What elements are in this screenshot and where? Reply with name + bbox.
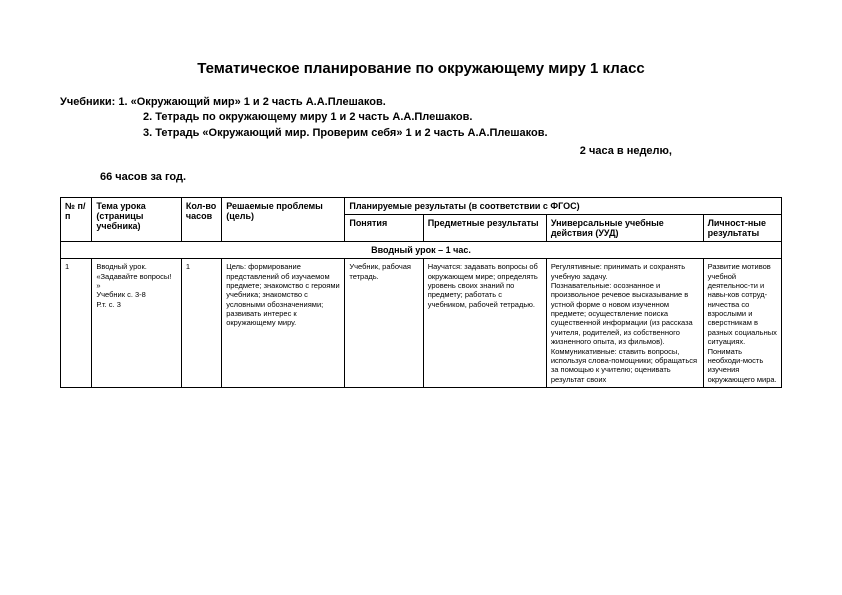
- cell-subject: Научатся: задавать вопросы об окружающем…: [423, 259, 546, 388]
- header-num: № п/п: [61, 198, 92, 242]
- textbooks-label: Учебники:: [60, 95, 115, 110]
- header-topic: Тема урока (страницы учебника): [92, 198, 182, 242]
- cell-topic: Вводный урок. «Задавайте вопросы! » Учеб…: [92, 259, 182, 388]
- textbook-3: 3. Тетрадь «Окружающий мир. Проверим себ…: [60, 126, 782, 141]
- cell-uud: Регулятивные: принимать и сохранять учеб…: [546, 259, 703, 388]
- header-results: Планируемые результаты (в соответствии с…: [345, 198, 782, 215]
- section-row: Вводный урок – 1 час.: [61, 242, 782, 259]
- schedule-per-year: 66 часов за год.: [100, 171, 782, 183]
- header-subject: Предметные результаты: [423, 215, 546, 242]
- cell-num: 1: [61, 259, 92, 388]
- section-title: Вводный урок – 1 час.: [61, 242, 782, 259]
- cell-goal: Цель: формирование представлений об изуч…: [222, 259, 345, 388]
- header-uud: Универсальные учебные действия (УУД): [546, 215, 703, 242]
- cell-personal: Развитие мотивов учебной деятельнос-ти и…: [703, 259, 781, 388]
- schedule-per-week: 2 часа в неделю,: [60, 145, 782, 157]
- cell-concepts: Учебник, рабочая тетрадь.: [345, 259, 423, 388]
- table-row: 1 Вводный урок. «Задавайте вопросы! » Уч…: [61, 259, 782, 388]
- cell-hours: 1: [181, 259, 221, 388]
- page-title: Тематическое планирование по окружающему…: [60, 60, 782, 77]
- header-goal: Решаемые проблемы (цель): [222, 198, 345, 242]
- header-concepts: Понятия: [345, 215, 423, 242]
- textbook-1: 1. «Окружающий мир» 1 и 2 часть А.А.Плеш…: [118, 96, 385, 108]
- textbook-2: 2. Тетрадь по окружающему миру 1 и 2 час…: [60, 110, 782, 125]
- planning-table: № п/п Тема урока (страницы учебника) Кол…: [60, 197, 782, 388]
- textbooks-block: Учебники: 1. «Окружающий мир» 1 и 2 част…: [60, 95, 782, 141]
- header-hours: Кол-во часов: [181, 198, 221, 242]
- header-personal: Личност-ные результаты: [703, 215, 781, 242]
